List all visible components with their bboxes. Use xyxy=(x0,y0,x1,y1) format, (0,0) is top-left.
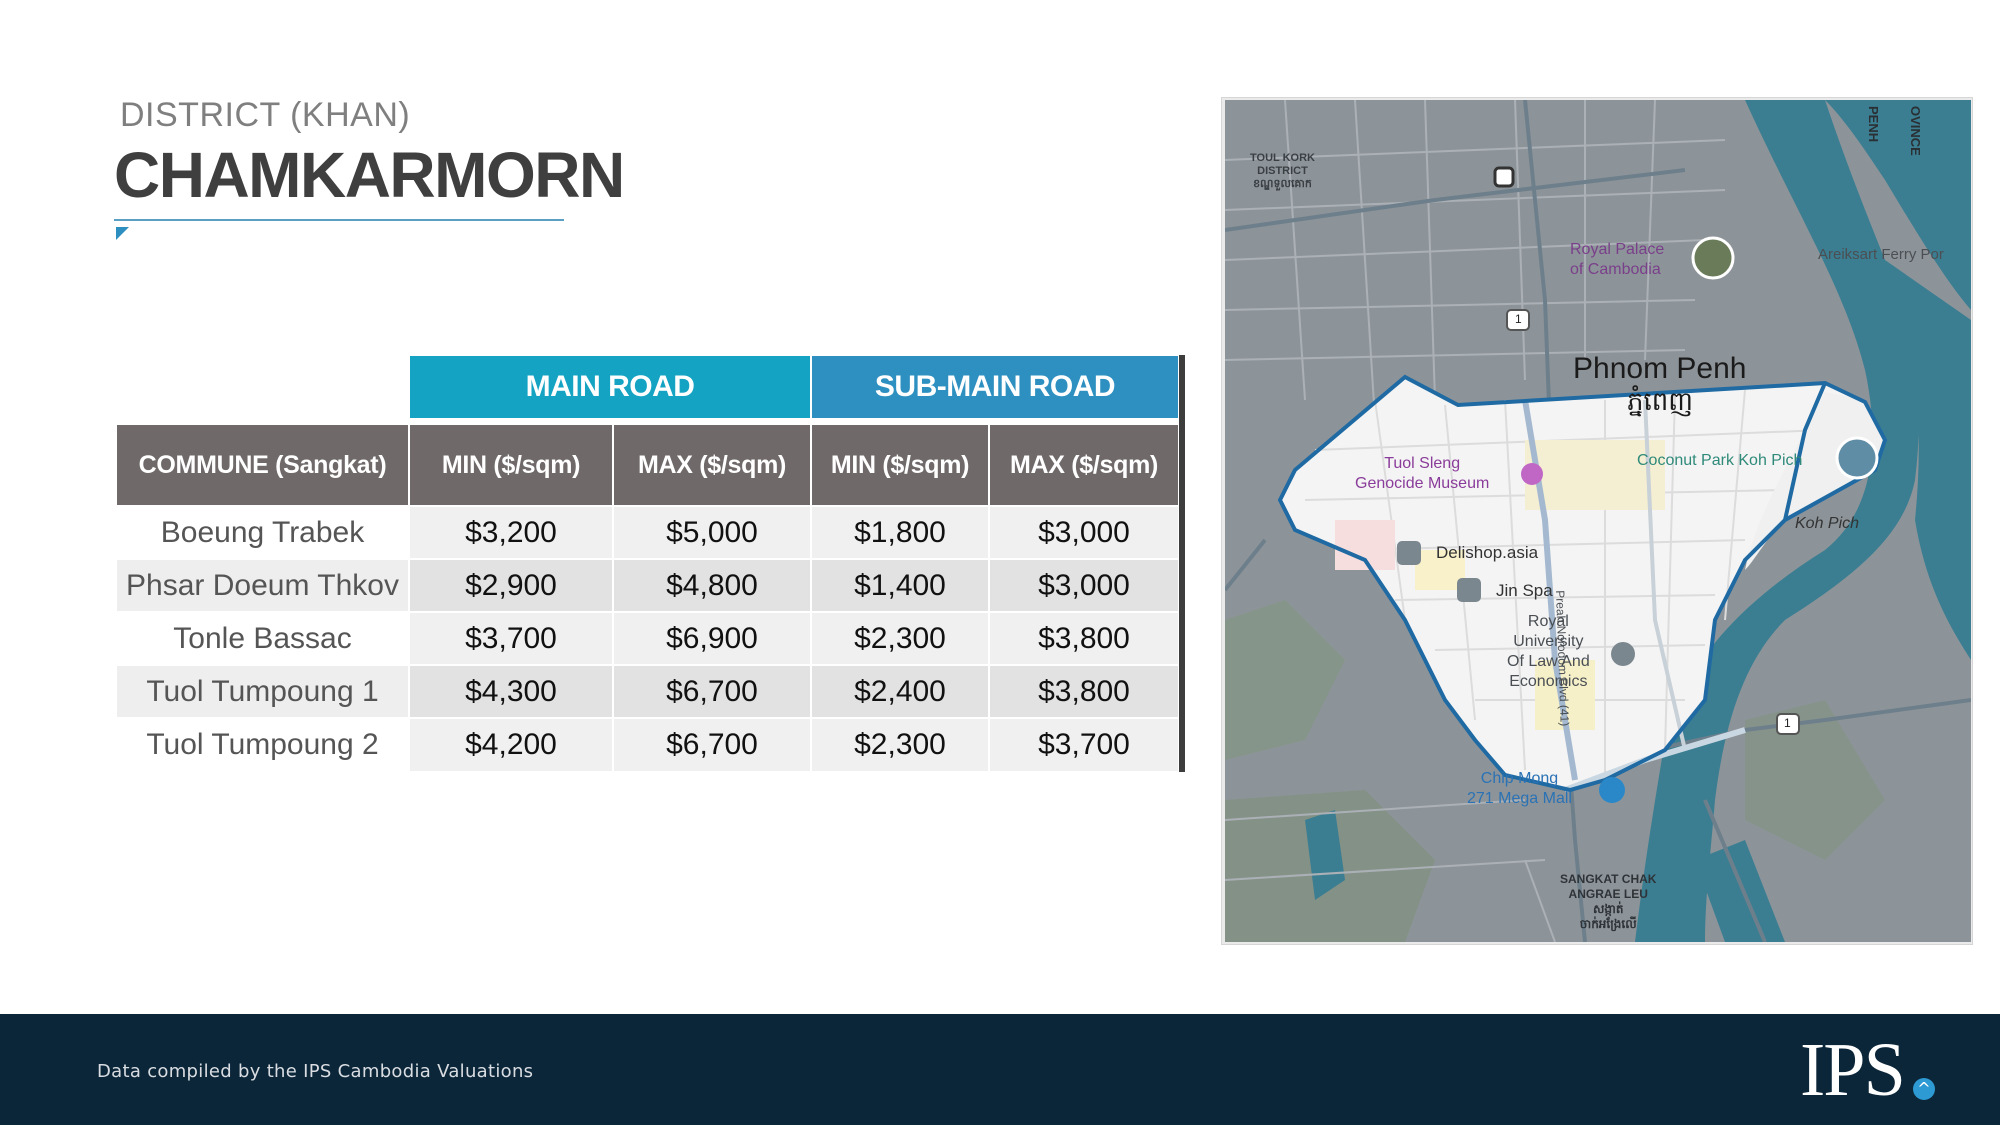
column-header-sub-min: MIN ($/sqm) xyxy=(812,425,988,505)
map-label-phnom-penh: Phnom Penh xyxy=(1573,352,1747,385)
table-cell: $2,400 xyxy=(812,666,988,717)
table-cell: $4,300 xyxy=(410,666,612,717)
table-cell: $4,800 xyxy=(614,560,810,611)
map-label-penh: PENH xyxy=(1866,106,1881,143)
table-row-commune: Tuol Tumpoung 2 xyxy=(117,719,408,771)
table-cell: $6,700 xyxy=(614,666,810,717)
table-cell: $3,700 xyxy=(410,613,612,664)
map-label-phnom-penh-khmer: ភ្នំពេញ xyxy=(1627,386,1694,416)
footer-note: Data compiled by the IPS Cambodia Valuat… xyxy=(97,1061,534,1082)
column-header-main-max: MAX ($/sqm) xyxy=(614,425,810,505)
map-label-jin-spa: Jin Spa xyxy=(1496,581,1553,600)
table-cell: $3,800 xyxy=(990,613,1178,664)
title-divider xyxy=(114,219,564,221)
table-cell: $2,300 xyxy=(812,719,988,771)
table-cell: $6,900 xyxy=(614,613,810,664)
group-header-sub-main-road: SUB-MAIN ROAD xyxy=(812,356,1178,418)
table-cell: $3,000 xyxy=(990,560,1178,611)
column-header-commune: COMMUNE (Sangkat) xyxy=(117,425,408,505)
table-cell: $3,000 xyxy=(990,507,1178,558)
district-map: TOUL KORK DISTRICT ខណ្ឌទួលគោក Royal Pala… xyxy=(1225,100,1971,942)
map-label-chip-mong: Chip Mong 271 Mega Mall xyxy=(1467,770,1572,807)
map-label-royal-palace: Royal Palace of Cambodia xyxy=(1570,241,1665,278)
map-label-koh-pich: Koh Pich xyxy=(1795,515,1860,532)
map-label-royal-university: Royal University Of Law And Economics xyxy=(1507,613,1590,690)
column-header-main-min: MIN ($/sqm) xyxy=(410,425,612,505)
map-label-delishop: Delishop.asia xyxy=(1436,543,1539,562)
table-cell: $1,400 xyxy=(812,560,988,611)
table-cell: $1,800 xyxy=(812,507,988,558)
table-row-commune: Tuol Tumpoung 1 xyxy=(117,666,408,717)
district-label: DISTRICT (KHAN) xyxy=(120,96,411,134)
group-header-main-road: MAIN ROAD xyxy=(410,356,810,418)
map-road-shield-1b: 1 xyxy=(1784,716,1791,730)
table-edge-bar xyxy=(1179,355,1185,772)
map-label-toul-kork: TOUL KORK DISTRICT ខណ្ឌទួលគោក xyxy=(1250,152,1315,190)
table-cell: $3,800 xyxy=(990,666,1178,717)
table-cell: $5,000 xyxy=(614,507,810,558)
map-label-coconut-park: Coconut Park Koh Pich xyxy=(1637,452,1803,469)
table-cell: $6,700 xyxy=(614,719,810,771)
table-row-commune: Tonle Bassac xyxy=(117,613,408,664)
map-road-shield-1: 1 xyxy=(1515,312,1522,326)
table-cell: $4,200 xyxy=(410,719,612,771)
map-label-tuol-sleng: Tuol Sleng Genocide Museum xyxy=(1355,455,1490,492)
table-cell: $2,300 xyxy=(812,613,988,664)
table-row-commune: Boeung Trabek xyxy=(117,507,408,558)
district-title: CHAMKARMORN xyxy=(114,139,625,211)
table-cell: $3,200 xyxy=(410,507,612,558)
title-triangle-accent xyxy=(116,227,129,240)
map-label-areiksart: Areiksart Ferry Por xyxy=(1818,246,1944,263)
map-label-chak-angrae: SANGKAT CHAK ANGRAE LEU សង្កាត់ ចាក់អង្រ… xyxy=(1560,872,1657,931)
ips-logo: IPS xyxy=(1800,1028,1906,1112)
map-label-province: OVINCE xyxy=(1908,106,1923,156)
logo-chevron-icon: ^ xyxy=(1913,1078,1935,1100)
table-cell: $3,700 xyxy=(990,719,1178,771)
table-row-commune: Phsar Doeum Thkov xyxy=(117,560,408,611)
table-cell: $2,900 xyxy=(410,560,612,611)
footer-bar xyxy=(0,1014,2000,1125)
map-graphic xyxy=(1225,100,1971,942)
column-header-sub-max: MAX ($/sqm) xyxy=(990,425,1178,505)
